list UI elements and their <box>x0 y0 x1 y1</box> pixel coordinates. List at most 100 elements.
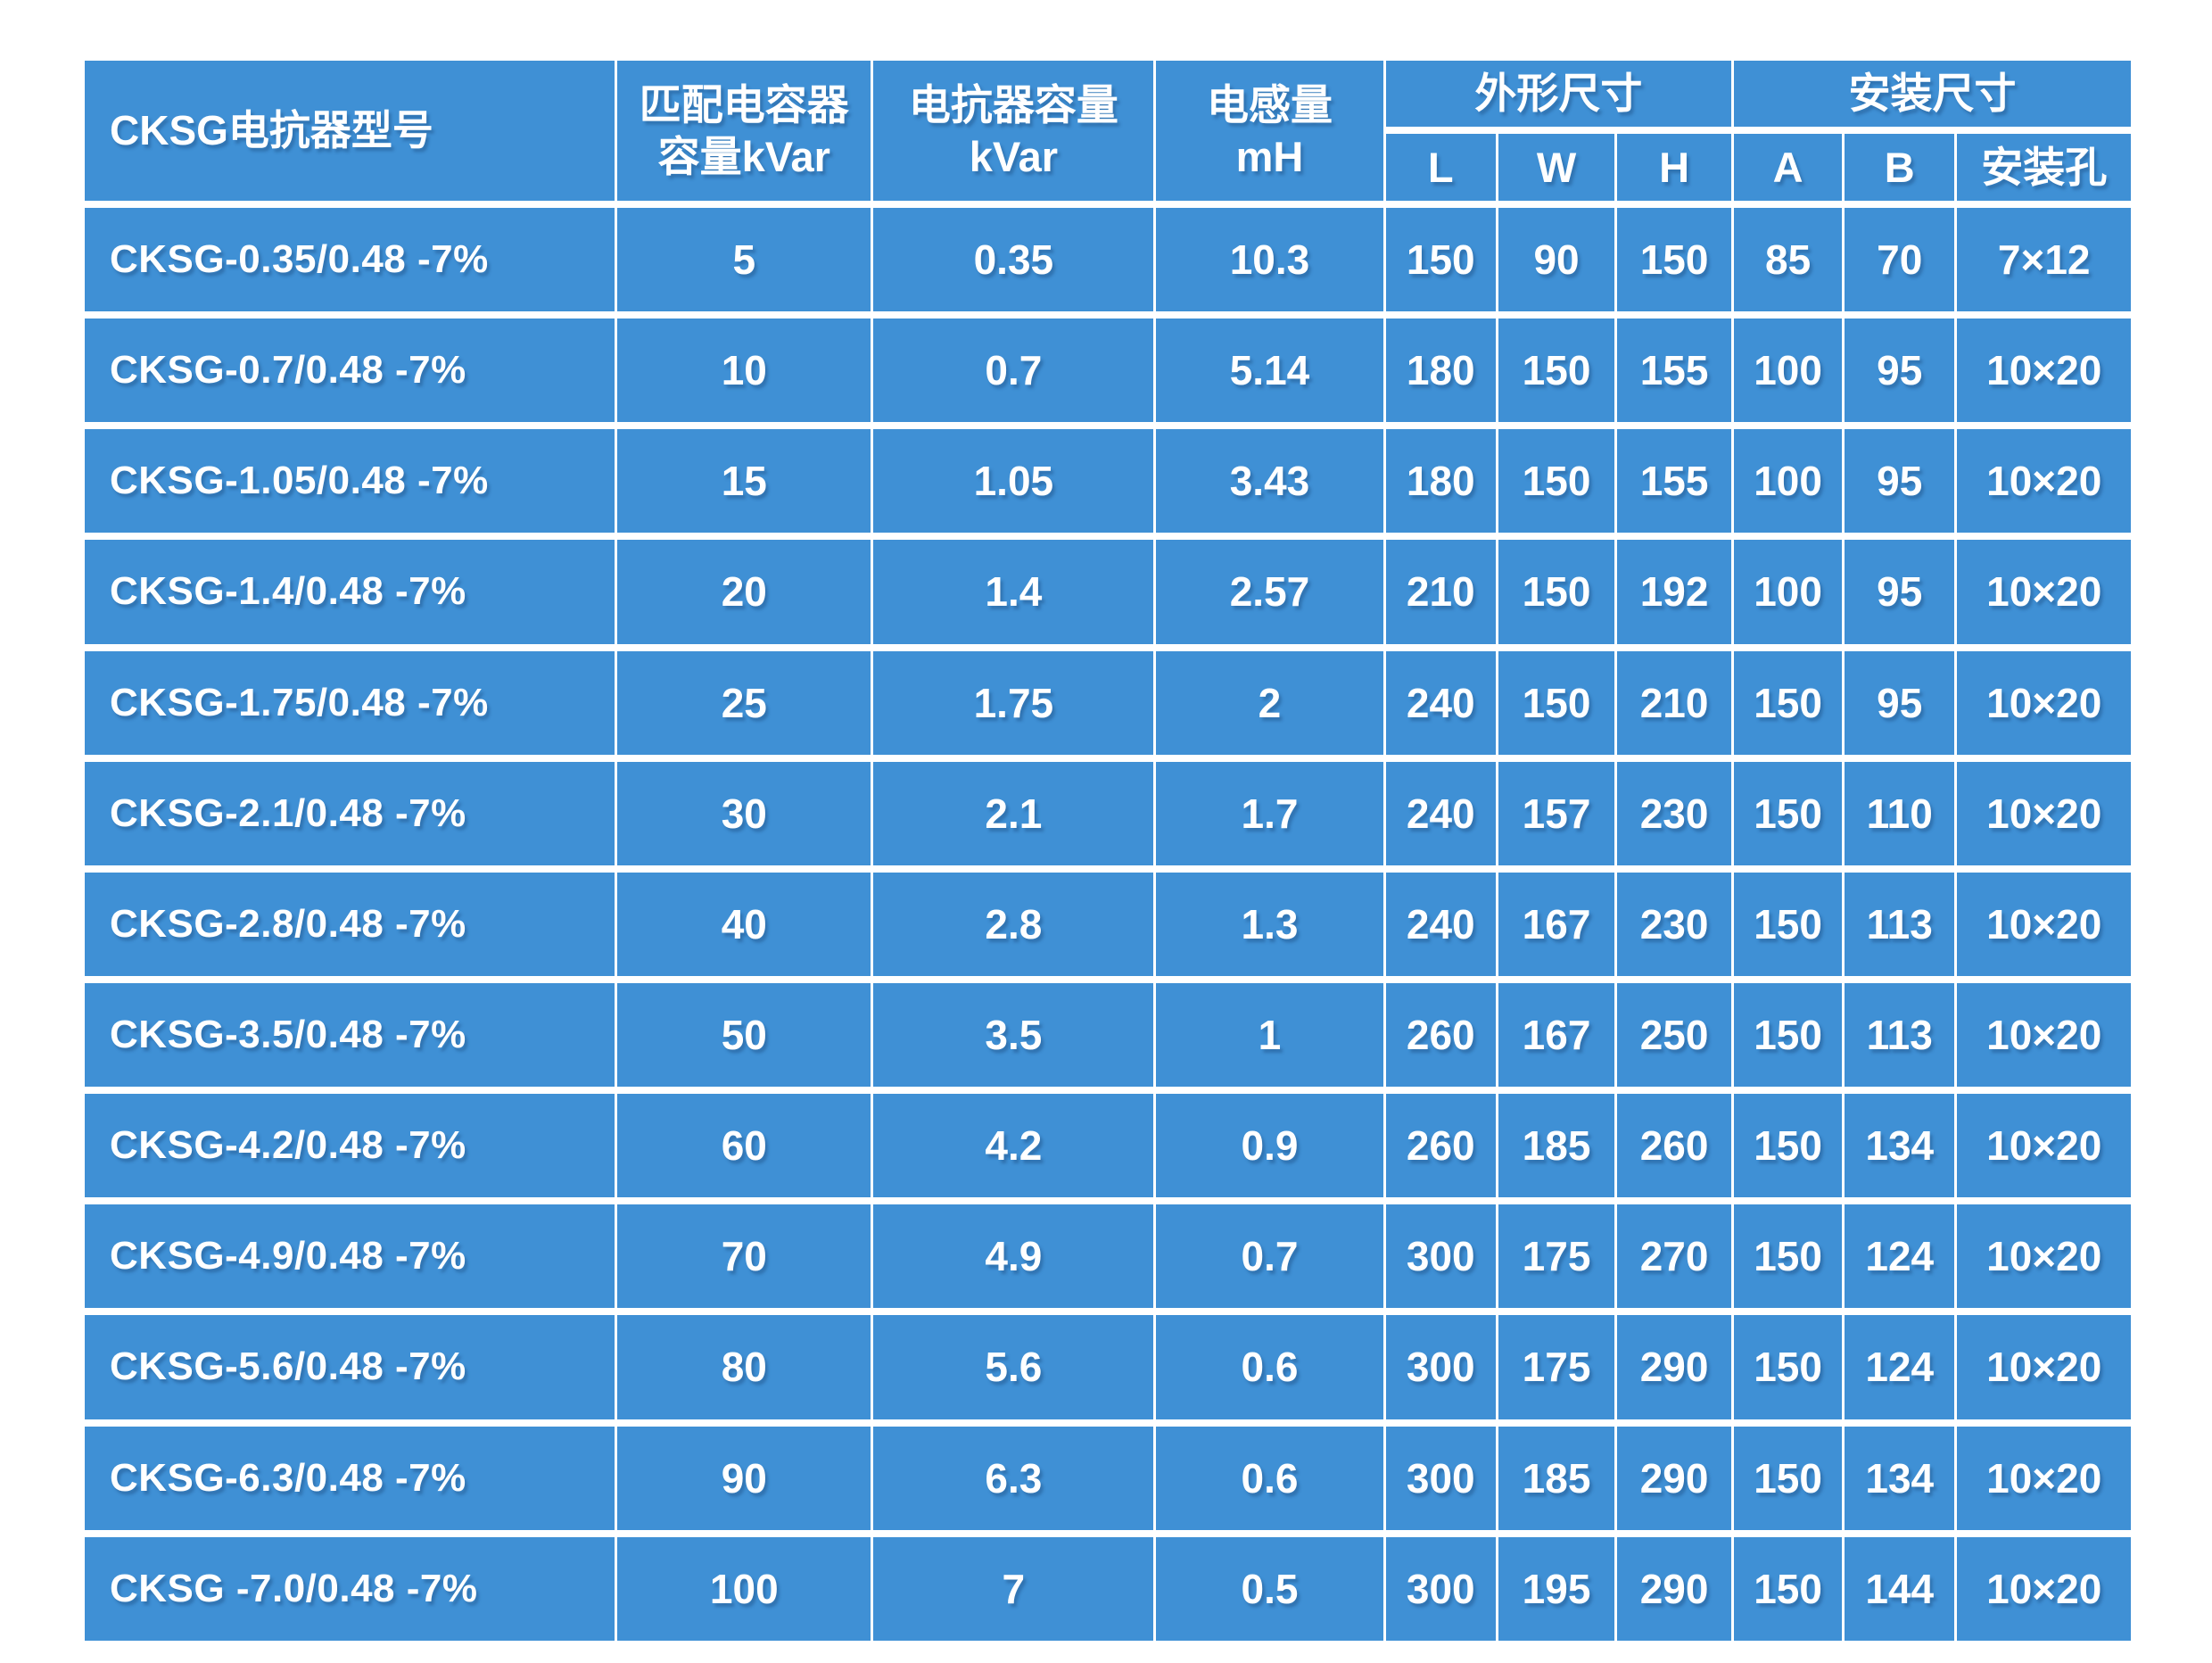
cell-dim-w: 185 <box>1495 1087 1618 1205</box>
cell-mount-a: 100 <box>1731 422 1845 541</box>
cell-model: CKSG-2.8/0.48 -7% <box>81 865 618 983</box>
cell-capacitor-kvar: 15 <box>615 422 874 541</box>
cell-inductance-mh: 2 <box>1153 643 1386 762</box>
cell-dim-w: 150 <box>1495 422 1618 541</box>
cell-mount-b: 134 <box>1842 1419 1958 1537</box>
cell-mount-b: 134 <box>1842 1087 1958 1205</box>
cell-capacitor-kvar: 90 <box>615 1419 874 1537</box>
cell-dim-h: 150 <box>1614 200 1735 319</box>
cell-mount-hole: 10×20 <box>1954 422 2134 541</box>
table-row: CKSG-4.9/0.48 -7% 70 4.9 0.7 300 175 270… <box>81 1197 2134 1316</box>
cell-dim-w: 195 <box>1495 1529 1618 1649</box>
table-row: CKSG-1.4/0.48 -7% 20 1.4 2.57 210 150 19… <box>81 533 2134 651</box>
cell-capacitor-kvar: 70 <box>615 1197 874 1316</box>
cell-mount-b: 124 <box>1842 1197 1958 1316</box>
table-row: CKSG-0.35/0.48 -7% 5 0.35 10.3 150 90 15… <box>81 200 2134 319</box>
cell-dim-l: 240 <box>1382 865 1498 983</box>
cell-reactor-kvar: 3.5 <box>871 975 1157 1095</box>
cell-dim-w: 150 <box>1495 533 1618 651</box>
cell-mount-a: 150 <box>1731 1308 1845 1427</box>
cell-mount-b: 110 <box>1842 754 1958 873</box>
cell-inductance-mh: 1 <box>1153 975 1386 1095</box>
cell-reactor-kvar: 0.7 <box>871 311 1157 430</box>
cell-dim-w: 157 <box>1495 754 1618 873</box>
cell-model: CKSG-2.1/0.48 -7% <box>81 754 618 873</box>
cell-reactor-kvar: 1.75 <box>871 643 1157 762</box>
cell-dim-w: 167 <box>1495 975 1618 1095</box>
cell-inductance-mh: 0.6 <box>1153 1419 1386 1537</box>
cell-model: CKSG-3.5/0.48 -7% <box>81 975 618 1095</box>
cell-mount-hole: 7×12 <box>1954 200 2134 319</box>
table-row: CKSG-2.8/0.48 -7% 40 2.8 1.3 240 167 230… <box>81 865 2134 983</box>
cell-capacitor-kvar: 5 <box>615 200 874 319</box>
cell-inductance-mh: 0.6 <box>1153 1308 1386 1427</box>
header-group-install-dimensions: 安装尺寸 <box>1731 54 2134 134</box>
cell-dim-l: 300 <box>1382 1308 1498 1427</box>
table-row: CKSG-3.5/0.48 -7% 50 3.5 1 260 167 250 1… <box>81 975 2134 1095</box>
cell-capacitor-kvar: 10 <box>615 311 874 430</box>
cell-dim-h: 210 <box>1614 643 1735 762</box>
cell-dim-h: 192 <box>1614 533 1735 651</box>
cell-mount-b: 95 <box>1842 311 1958 430</box>
cell-dim-h: 270 <box>1614 1197 1735 1316</box>
cell-dim-w: 175 <box>1495 1308 1618 1427</box>
cell-reactor-kvar: 2.1 <box>871 754 1157 873</box>
cell-capacitor-kvar: 25 <box>615 643 874 762</box>
table-row: CKSG-6.3/0.48 -7% 90 6.3 0.6 300 185 290… <box>81 1419 2134 1537</box>
cell-capacitor-kvar: 50 <box>615 975 874 1095</box>
cell-dim-l: 180 <box>1382 422 1498 541</box>
cell-model: CKSG-4.2/0.48 -7% <box>81 1087 618 1205</box>
table-header: CKSG电抗器型号 匹配电容器 容量kVar 电抗器容量 kVar 电感量 mH… <box>81 54 2134 208</box>
cell-model: CKSG-1.4/0.48 -7% <box>81 533 618 651</box>
cell-dim-w: 90 <box>1495 200 1618 319</box>
cell-mount-b: 124 <box>1842 1308 1958 1427</box>
cell-mount-b: 95 <box>1842 533 1958 651</box>
header-sub-row: L W H A B 安装孔 <box>84 127 2134 208</box>
cell-mount-hole: 10×20 <box>1954 1087 2134 1205</box>
cell-reactor-kvar: 4.9 <box>871 1197 1157 1316</box>
cell-mount-a: 150 <box>1731 1419 1845 1537</box>
cksg-reactor-spec-table: CKSG电抗器型号 匹配电容器 容量kVar 电抗器容量 kVar 电感量 mH… <box>81 54 2134 1649</box>
cell-reactor-kvar: 1.4 <box>871 533 1157 651</box>
cell-mount-a: 150 <box>1731 1529 1845 1649</box>
cell-dim-w: 150 <box>1495 643 1618 762</box>
cell-mount-hole: 10×20 <box>1954 643 2134 762</box>
cell-model: CKSG -7.0/0.48 -7% <box>81 1529 618 1649</box>
cell-mount-hole: 10×20 <box>1954 865 2134 983</box>
cell-dim-h: 230 <box>1614 754 1735 873</box>
header-reactor-kvar: 电抗器容量 kVar <box>871 54 1157 208</box>
cell-reactor-kvar: 5.6 <box>871 1308 1157 1427</box>
spec-table-page: CKSG电抗器型号 匹配电容器 容量kVar 电抗器容量 kVar 电感量 mH… <box>81 54 2134 1649</box>
cell-mount-b: 70 <box>1842 200 1958 319</box>
cell-inductance-mh: 2.57 <box>1153 533 1386 651</box>
table-row: CKSG-4.2/0.48 -7% 60 4.2 0.9 260 185 260… <box>81 1087 2134 1205</box>
cell-reactor-kvar: 0.35 <box>871 200 1157 319</box>
cell-dim-w: 175 <box>1495 1197 1618 1316</box>
cell-inductance-mh: 5.14 <box>1153 311 1386 430</box>
cell-capacitor-kvar: 60 <box>615 1087 874 1205</box>
cell-inductance-mh: 0.7 <box>1153 1197 1386 1316</box>
cell-dim-l: 150 <box>1382 200 1498 319</box>
cell-mount-a: 150 <box>1731 1087 1845 1205</box>
cell-mount-a: 150 <box>1731 754 1845 873</box>
cell-inductance-mh: 3.43 <box>1153 422 1386 541</box>
cell-model: CKSG-4.9/0.48 -7% <box>81 1197 618 1316</box>
header-group-outline-dimensions: 外形尺寸 <box>1382 54 1735 134</box>
cell-mount-hole: 10×20 <box>1954 1419 2134 1537</box>
cell-dim-l: 300 <box>1382 1419 1498 1537</box>
cell-capacitor-kvar: 100 <box>615 1529 874 1649</box>
cell-dim-h: 290 <box>1614 1419 1735 1537</box>
cell-model: CKSG-0.7/0.48 -7% <box>81 311 618 430</box>
cell-dim-l: 240 <box>1382 754 1498 873</box>
cell-dim-l: 180 <box>1382 311 1498 430</box>
cell-mount-hole: 10×20 <box>1954 975 2134 1095</box>
cell-mount-a: 150 <box>1731 975 1845 1095</box>
cell-model: CKSG-0.35/0.48 -7% <box>81 200 618 319</box>
cell-dim-h: 250 <box>1614 975 1735 1095</box>
cell-mount-b: 113 <box>1842 865 1958 983</box>
table-row: CKSG-5.6/0.48 -7% 80 5.6 0.6 300 175 290… <box>81 1308 2134 1427</box>
cell-dim-w: 167 <box>1495 865 1618 983</box>
cell-mount-a: 85 <box>1731 200 1845 319</box>
cell-dim-h: 260 <box>1614 1087 1735 1205</box>
cell-mount-b: 95 <box>1842 422 1958 541</box>
